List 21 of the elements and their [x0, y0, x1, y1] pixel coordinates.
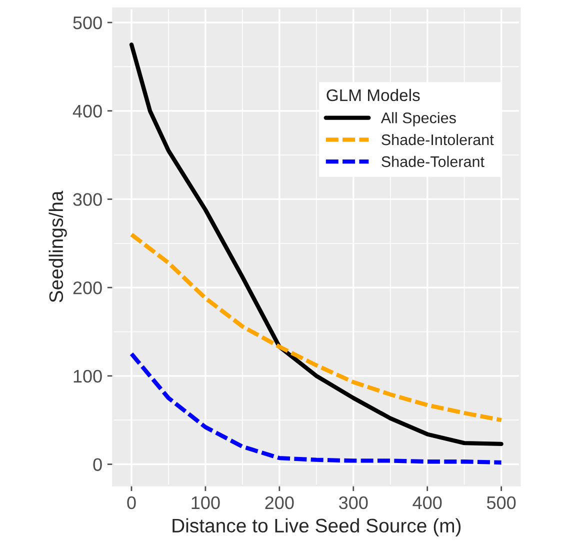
x-tick-label: 100: [192, 496, 220, 510]
x-tick-label: 400: [412, 496, 442, 510]
x-tick-label: 500: [486, 496, 516, 510]
y-tick-label: 0: [93, 458, 102, 471]
y-tick-label: 200: [73, 281, 102, 294]
x-tick-label: 200: [265, 496, 294, 510]
legend-label: Shade-Intolerant: [382, 134, 494, 146]
line-series: [129, 42, 504, 446]
x-axis-title: Distance to Live Seed Source (m): [172, 518, 461, 536]
y-axis-title: Seedlings/ha: [48, 190, 67, 302]
y-tick-label: 400: [72, 104, 102, 118]
x-tick-label: 300: [339, 496, 368, 510]
legend-title: GLM Models: [326, 88, 420, 102]
x-tick-label: 0: [127, 496, 136, 510]
line-series: [129, 352, 504, 465]
line-series: [129, 232, 504, 422]
legend-label: Shade-Tolerant: [382, 156, 484, 168]
y-tick-label: 500: [73, 16, 102, 30]
legend-label: All Species: [380, 112, 456, 126]
y-tick-label: 100: [74, 370, 102, 383]
y-tick-label: 300: [73, 193, 102, 206]
